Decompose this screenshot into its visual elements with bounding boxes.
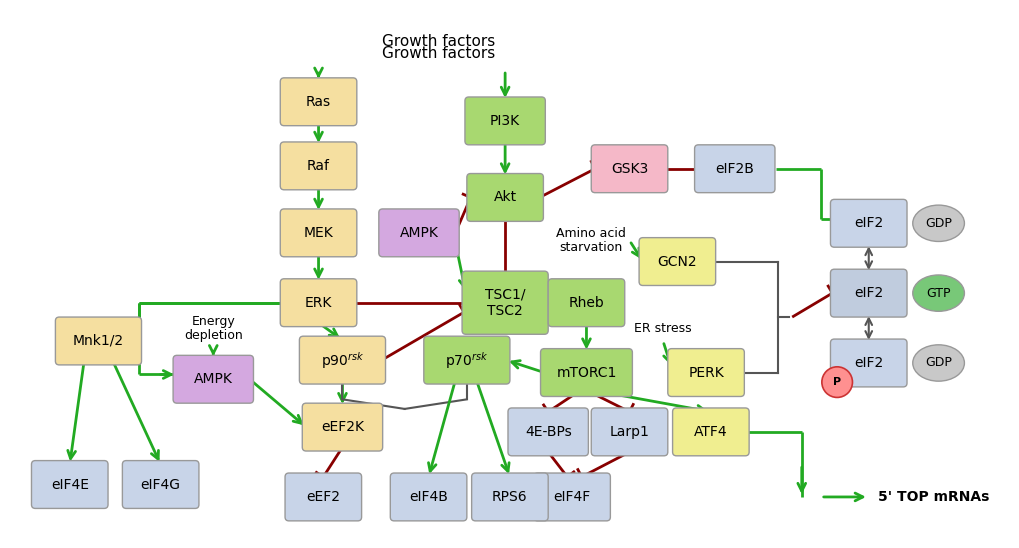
- FancyBboxPatch shape: [533, 473, 609, 521]
- FancyBboxPatch shape: [540, 349, 632, 397]
- Text: Akt: Akt: [493, 191, 517, 204]
- Text: AMPK: AMPK: [194, 372, 232, 386]
- Text: Growth factors: Growth factors: [381, 34, 494, 49]
- Text: eIF2: eIF2: [853, 286, 882, 300]
- FancyBboxPatch shape: [639, 238, 715, 286]
- FancyBboxPatch shape: [465, 97, 545, 145]
- FancyBboxPatch shape: [32, 460, 108, 509]
- Ellipse shape: [912, 275, 964, 311]
- Text: p70$^{rsk}$: p70$^{rsk}$: [444, 350, 488, 370]
- Text: eIF4G: eIF4G: [141, 477, 180, 492]
- FancyBboxPatch shape: [55, 317, 142, 365]
- Ellipse shape: [912, 345, 964, 381]
- FancyBboxPatch shape: [300, 336, 385, 384]
- FancyBboxPatch shape: [667, 349, 744, 397]
- Text: PI3K: PI3K: [489, 114, 520, 128]
- Text: eIF2: eIF2: [853, 216, 882, 230]
- Text: Mnk1/2: Mnk1/2: [72, 334, 124, 348]
- FancyBboxPatch shape: [829, 339, 906, 387]
- FancyBboxPatch shape: [591, 408, 667, 456]
- Text: Energy
depletion: Energy depletion: [183, 315, 243, 342]
- Text: Amino acid
starvation: Amino acid starvation: [555, 227, 626, 254]
- Text: eIF4B: eIF4B: [409, 490, 447, 504]
- Text: Ras: Ras: [306, 95, 331, 109]
- FancyBboxPatch shape: [591, 145, 667, 193]
- Text: eEF2K: eEF2K: [321, 420, 364, 434]
- Text: eIF2B: eIF2B: [714, 162, 753, 176]
- Text: AMPK: AMPK: [399, 226, 438, 240]
- Text: eIF2: eIF2: [853, 356, 882, 370]
- Text: ER stress: ER stress: [634, 322, 691, 335]
- Circle shape: [821, 367, 852, 397]
- Text: GSK3: GSK3: [610, 162, 647, 176]
- FancyBboxPatch shape: [694, 145, 774, 193]
- FancyBboxPatch shape: [471, 473, 547, 521]
- Text: mTORC1: mTORC1: [555, 366, 616, 380]
- Text: GDP: GDP: [924, 357, 951, 369]
- Text: PERK: PERK: [688, 366, 723, 380]
- FancyBboxPatch shape: [462, 271, 547, 334]
- FancyBboxPatch shape: [122, 460, 199, 509]
- Text: 5' TOP mRNAs: 5' TOP mRNAs: [877, 490, 988, 504]
- Text: ERK: ERK: [305, 296, 332, 310]
- FancyBboxPatch shape: [829, 269, 906, 317]
- FancyBboxPatch shape: [280, 209, 357, 257]
- Text: TSC1/
TSC2: TSC1/ TSC2: [484, 288, 525, 317]
- FancyBboxPatch shape: [280, 142, 357, 190]
- FancyBboxPatch shape: [829, 199, 906, 247]
- Ellipse shape: [912, 205, 964, 242]
- Text: 4E-BPs: 4E-BPs: [525, 425, 571, 439]
- Text: ATF4: ATF4: [693, 425, 727, 439]
- FancyBboxPatch shape: [390, 473, 467, 521]
- Text: GTP: GTP: [925, 287, 950, 300]
- FancyBboxPatch shape: [467, 174, 543, 221]
- Text: Raf: Raf: [307, 159, 330, 173]
- FancyBboxPatch shape: [423, 336, 510, 384]
- Text: Larp1: Larp1: [609, 425, 649, 439]
- FancyBboxPatch shape: [547, 279, 624, 327]
- Text: GCN2: GCN2: [657, 255, 697, 269]
- FancyBboxPatch shape: [302, 403, 382, 451]
- Text: Rheb: Rheb: [568, 296, 603, 310]
- Text: Growth factors: Growth factors: [381, 47, 494, 61]
- FancyBboxPatch shape: [280, 78, 357, 125]
- Text: MEK: MEK: [304, 226, 333, 240]
- FancyBboxPatch shape: [284, 473, 362, 521]
- Text: eIF4F: eIF4F: [553, 490, 590, 504]
- Text: GDP: GDP: [924, 217, 951, 230]
- FancyBboxPatch shape: [280, 279, 357, 327]
- FancyBboxPatch shape: [173, 355, 254, 403]
- Text: RPS6: RPS6: [491, 490, 527, 504]
- FancyBboxPatch shape: [672, 408, 748, 456]
- Text: eEF2: eEF2: [306, 490, 340, 504]
- Text: P: P: [833, 377, 841, 387]
- FancyBboxPatch shape: [507, 408, 588, 456]
- FancyBboxPatch shape: [378, 209, 459, 257]
- Text: p90$^{rsk}$: p90$^{rsk}$: [320, 350, 364, 370]
- Text: eIF4E: eIF4E: [51, 477, 89, 492]
